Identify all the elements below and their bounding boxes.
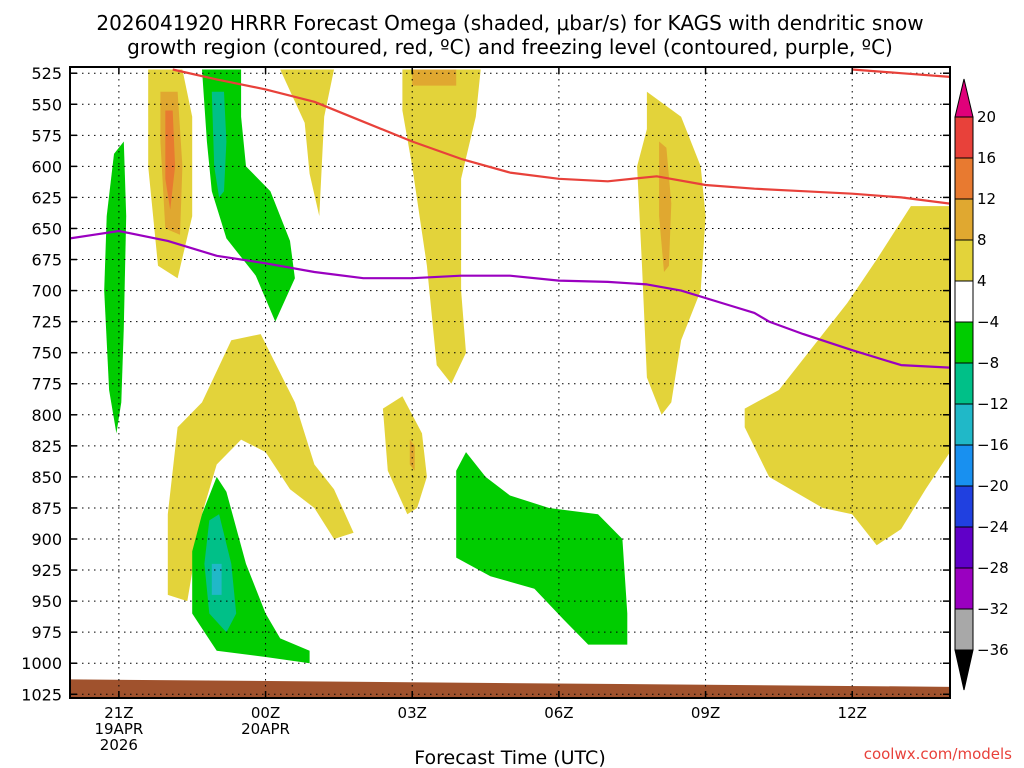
contour-lines — [70, 68, 950, 369]
colorbar-swatch-0 — [954, 116, 974, 159]
y-tick-label-525: 525 — [31, 64, 62, 83]
y-tick-label-925: 925 — [31, 561, 62, 580]
gridlines — [70, 67, 950, 698]
colorbar-swatch-12 — [954, 608, 974, 651]
ground-layer — [70, 679, 950, 698]
y-tick-label-775: 775 — [31, 375, 62, 394]
y-tick-label-875: 875 — [31, 499, 62, 518]
colorbar-bottom-arrow — [954, 649, 974, 691]
colorbar: 20 16 12 8 4 −4 −8 −12 −16 −20 −24 −28 −32 −36 — [954, 78, 1009, 691]
y-tick-label-725: 725 — [31, 313, 62, 332]
credit-text: coolwx.com/models — [864, 745, 1012, 763]
colorbar-label-1: 16 — [977, 149, 996, 167]
ground-terrain — [70, 679, 950, 698]
y-tick-label-575: 575 — [31, 126, 62, 145]
colorbar-label-10: −24 — [977, 518, 1009, 536]
x-axis-title: Forecast Time (UTC) — [414, 747, 605, 768]
colorbar-top-arrow — [954, 78, 974, 118]
omega-region-orange-f — [409, 439, 415, 471]
omega-region-green-d — [456, 452, 628, 645]
x-tick-label-21Z-0: 21Z — [104, 704, 133, 722]
omega-region-yellow-g — [744, 206, 950, 546]
chart-title-line-2: growth region (contoured, red, ºC) and f… — [127, 35, 893, 59]
contour-freezing-level — [70, 229, 950, 369]
colorbar-label-5: −4 — [977, 313, 999, 331]
y-axis-ticks: 525 550 575 600 625 650 675 700 725 750 775 800 825 8… — [21, 64, 950, 704]
plot-frame — [69, 66, 951, 699]
colorbar-label-11: −28 — [977, 559, 1009, 577]
colorbar-swatch-1 — [954, 157, 974, 200]
colorbar-label-9: −20 — [977, 477, 1009, 495]
y-tick-label-800: 800 — [31, 406, 62, 425]
x-tick-label-09Z-0: 09Z — [691, 704, 720, 722]
y-tick-label-900: 900 — [31, 530, 62, 549]
colorbar-swatch-4 — [954, 280, 974, 323]
colorbar-label-3: 8 — [977, 231, 987, 249]
colorbar-label-12: −32 — [977, 600, 1009, 618]
y-tick-label-825: 825 — [31, 437, 62, 456]
colorbar-label-4: 4 — [977, 272, 987, 290]
y-tick-label-975: 975 — [31, 623, 62, 642]
omega-region-teal-b — [211, 91, 227, 198]
y-tick-label-850: 850 — [31, 468, 62, 487]
contour-dendritic-growth-upper — [852, 68, 950, 78]
omega-region-yellow-d — [637, 91, 706, 415]
x-tick-label-12Z-0: 12Z — [838, 704, 867, 722]
y-tick-label-950: 950 — [31, 592, 62, 611]
colorbar-label-8: −16 — [977, 436, 1009, 454]
colorbar-swatch-5 — [954, 321, 974, 364]
y-tick-label-675: 675 — [31, 251, 62, 270]
colorbar-swatch-9 — [954, 485, 974, 528]
colorbar-swatch-3 — [954, 239, 974, 282]
x-tick-label-00Z-1: 20APR — [241, 720, 290, 738]
x-tick-label-21Z-1: 19APR — [94, 720, 143, 738]
y-tick-label-550: 550 — [31, 95, 62, 114]
colorbar-swatch-7 — [954, 403, 974, 446]
omega-region-orange-c — [412, 69, 457, 86]
x-tick-label-03Z-0: 03Z — [398, 704, 427, 722]
y-tick-label-625: 625 — [31, 188, 62, 207]
omega-region-cyan-c — [211, 563, 222, 595]
y-tick-label-600: 600 — [31, 157, 62, 176]
colorbar-label-6: −8 — [977, 354, 999, 372]
x-tick-label-06Z-0: 06Z — [544, 704, 573, 722]
omega-region-green-a — [104, 141, 127, 434]
y-tick-label-750: 750 — [31, 344, 62, 363]
omega-region-orange-d — [659, 141, 672, 272]
chart-title-line-1: 2026041920 HRRR Forecast Omega (shaded, … — [96, 11, 923, 35]
omega-region-yellow-f — [382, 396, 427, 515]
colorbar-swatch-2 — [954, 198, 974, 241]
omega-region-yellow-c — [402, 69, 481, 384]
colorbar-swatch-10 — [954, 526, 974, 569]
plot-area — [69, 66, 951, 699]
y-tick-label-700: 700 — [31, 282, 62, 301]
omega-region-yellow-e — [167, 334, 354, 602]
omega-region-yellow-b — [280, 69, 334, 217]
y-tick-label-1000: 1000 — [21, 654, 62, 673]
colorbar-swatch-11 — [954, 567, 974, 610]
y-tick-label-650: 650 — [31, 219, 62, 238]
colorbar-label-0: 20 — [977, 108, 996, 126]
colorbar-label-2: 12 — [977, 190, 996, 208]
colorbar-label-13: −36 — [977, 641, 1009, 659]
colorbar-swatch-6 — [954, 362, 974, 405]
colorbar-swatch-8 — [954, 444, 974, 487]
x-tick-label-21Z-2: 2026 — [100, 736, 138, 754]
contour-dendritic-growth-top — [172, 68, 950, 205]
omega-shading — [104, 69, 950, 664]
colorbar-label-7: −12 — [977, 395, 1009, 413]
y-tick-label-1025: 1025 — [21, 685, 62, 704]
x-tick-label-00Z-0: 00Z — [251, 704, 280, 722]
